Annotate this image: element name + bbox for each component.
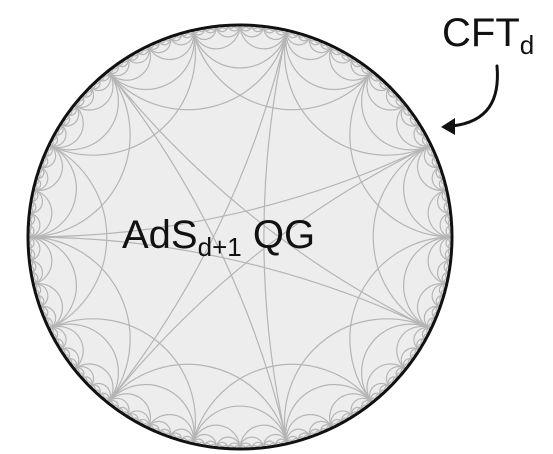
tiling-arc	[192, 424, 241, 449]
tiling-main-arc	[107, 70, 432, 330]
tiling-ring-arc	[28, 70, 131, 238]
tiling-ring-arc	[192, 30, 373, 111]
tiling-arc	[28, 236, 53, 285]
tiling-arc	[192, 25, 241, 50]
tiling-main-arc	[28, 144, 432, 238]
tiling-arc	[73, 363, 114, 404]
tiling-arc	[147, 30, 194, 61]
tiling-edge-arc	[361, 323, 432, 404]
tiling-edge-arc	[48, 323, 119, 404]
tiling-arc	[192, 433, 217, 448]
tiling-arc	[239, 424, 288, 449]
boundary-label-subscript: d	[520, 30, 534, 60]
tiling-ring-arc	[192, 363, 373, 444]
boundary-circle	[26, 23, 454, 451]
tiling-arc	[396, 326, 432, 370]
tiling-arc	[48, 326, 84, 370]
tiling-arc	[73, 70, 114, 111]
boundary-label: CFTd	[442, 11, 534, 60]
tiling-arc	[427, 236, 452, 285]
tiling-main-arc	[263, 30, 288, 444]
tiling-edge-arc	[285, 383, 373, 444]
tiling-ring-arc	[349, 70, 452, 238]
tiling-arc	[427, 189, 452, 238]
tiling-edge-arc	[107, 30, 195, 91]
tiling-arc	[366, 70, 407, 111]
tiling-edge-arc	[361, 70, 432, 151]
boundary-arrow	[450, 64, 499, 128]
tiling-edge-arc	[192, 405, 288, 444]
tiling-arc	[329, 393, 373, 429]
tiling-ring-arc	[48, 144, 108, 330]
tiling-arc	[416, 144, 447, 191]
tiling-arc	[366, 363, 407, 404]
tiling-ring-arc	[107, 30, 288, 111]
tiling-edge-arc	[403, 236, 452, 330]
tiling-edge-arc	[48, 70, 119, 151]
tiling-arc	[33, 283, 64, 330]
tiling-arc	[29, 260, 44, 285]
tiling-ring-arc	[349, 236, 452, 404]
bulk-label: AdSd+1 QG	[122, 213, 315, 262]
tiling-arc	[416, 283, 447, 330]
boundary-label-base: CFT	[442, 11, 520, 55]
tiling-arc	[33, 144, 64, 191]
tiling-arc	[239, 25, 288, 50]
tiling-arc	[329, 45, 373, 81]
tiling-main-arc	[28, 236, 432, 330]
bulk-label-suffix: QG	[242, 213, 315, 257]
tiling-arc	[263, 433, 288, 448]
tiling-ring-arc	[28, 236, 131, 404]
tiling-edge-arc	[107, 383, 195, 444]
tiling-main-arc	[107, 144, 432, 404]
tiling-arc	[436, 260, 451, 285]
tiling-arc	[28, 189, 53, 238]
tiling-arc	[147, 413, 194, 444]
tiling-arc	[263, 26, 288, 41]
tiling-arc	[396, 104, 432, 148]
tiling-arc	[107, 45, 151, 81]
tiling-edge-arc	[28, 144, 77, 238]
tiling-edge-arc	[285, 30, 373, 91]
tiling-arc	[107, 393, 151, 429]
ads-disk	[28, 25, 452, 449]
tiling-ring-arc	[284, 318, 432, 444]
boundary-arrowhead	[441, 118, 455, 135]
tiling-edge-arc	[192, 30, 288, 69]
tiling-main-arc	[107, 30, 288, 404]
tiling-ring-arc	[48, 30, 196, 156]
tiling-arc	[436, 189, 451, 214]
tiling-ring-arc	[48, 318, 196, 444]
tiling-arc	[192, 26, 217, 41]
tiling-edge-arc	[28, 236, 77, 330]
bulk-label-subscript: d+1	[198, 232, 242, 262]
tiling-ring-arc	[284, 30, 432, 156]
tiling-arc	[29, 189, 44, 214]
tiling-edge-arc	[403, 144, 452, 238]
tiling-arc	[286, 30, 333, 61]
tiling-arc	[48, 104, 84, 148]
bulk-label-base: AdS	[122, 213, 198, 257]
tiling-main-arc	[107, 70, 288, 444]
tiling-ring-arc	[372, 144, 432, 330]
tiling-arc	[286, 413, 333, 444]
tiling-ring-arc	[107, 363, 288, 444]
